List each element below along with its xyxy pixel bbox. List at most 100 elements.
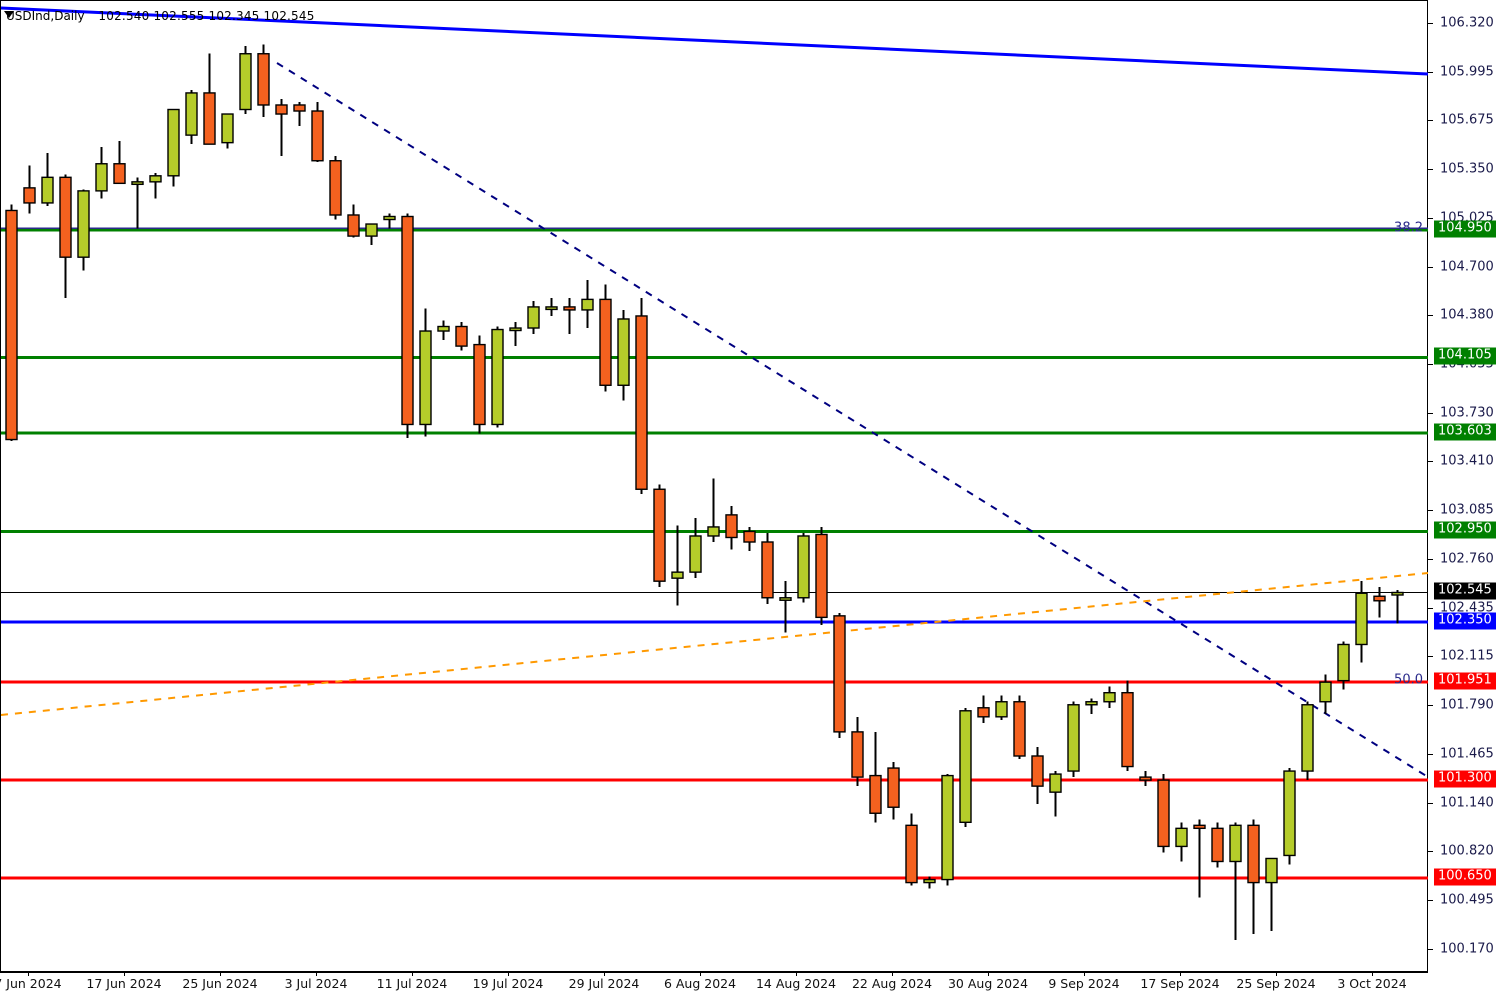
candlestick[interactable] bbox=[833, 612, 846, 738]
price-tag-104-105[interactable]: 104.105 bbox=[1434, 347, 1496, 365]
date-tick-mark bbox=[412, 972, 413, 976]
candlestick[interactable] bbox=[329, 156, 342, 220]
candlestick[interactable] bbox=[257, 44, 270, 118]
candlestick[interactable] bbox=[851, 716, 864, 787]
candlestick[interactable] bbox=[653, 484, 666, 588]
candlestick[interactable] bbox=[1139, 771, 1152, 787]
candlestick[interactable] bbox=[1265, 857, 1278, 931]
candlestick[interactable] bbox=[527, 300, 540, 335]
candlestick[interactable] bbox=[1283, 768, 1296, 865]
price-tag-101-951[interactable]: 101.951 bbox=[1434, 672, 1496, 690]
candlestick[interactable] bbox=[1373, 587, 1386, 618]
candlestick[interactable] bbox=[923, 876, 936, 889]
candlestick[interactable] bbox=[41, 153, 54, 206]
candlestick[interactable] bbox=[689, 517, 702, 579]
candlestick[interactable] bbox=[5, 204, 18, 442]
price-tag-102-545[interactable]: 102.545 bbox=[1434, 582, 1496, 600]
candlestick[interactable] bbox=[77, 189, 90, 271]
price-tag-100-650[interactable]: 100.650 bbox=[1434, 868, 1496, 886]
candlestick[interactable] bbox=[1355, 581, 1368, 663]
candlestick[interactable] bbox=[1157, 774, 1170, 853]
candlestick[interactable] bbox=[113, 141, 126, 185]
price-tag-101-300[interactable]: 101.300 bbox=[1434, 770, 1496, 788]
candlestick[interactable] bbox=[941, 774, 954, 886]
candlestick[interactable] bbox=[1013, 695, 1026, 760]
candlestick[interactable] bbox=[761, 532, 774, 604]
candlestick[interactable] bbox=[905, 813, 918, 886]
candlestick[interactable] bbox=[185, 89, 198, 145]
candlestick[interactable] bbox=[671, 525, 684, 606]
price-tick-label: 101.465 bbox=[1440, 746, 1494, 762]
candlestick[interactable] bbox=[1175, 822, 1188, 862]
candlestick[interactable] bbox=[1031, 746, 1044, 805]
candlestick[interactable] bbox=[581, 279, 594, 329]
price-tick-mark bbox=[1428, 705, 1433, 707]
candlestick[interactable] bbox=[419, 308, 432, 437]
price-tag-103-603[interactable]: 103.603 bbox=[1434, 423, 1496, 441]
candlestick[interactable] bbox=[293, 101, 306, 127]
candlestick[interactable] bbox=[707, 478, 720, 543]
candlestick[interactable] bbox=[1103, 686, 1116, 708]
price-plot-area[interactable]: 38.2 50.0 bbox=[0, 0, 1429, 973]
candlestick[interactable] bbox=[1301, 701, 1314, 781]
candlestick[interactable] bbox=[1211, 822, 1224, 868]
candlestick[interactable] bbox=[437, 320, 450, 341]
time-axis[interactable]: 7 Jun 2024 17 Jun 2024 25 Jun 2024 3 Jul 20… bbox=[0, 972, 1500, 1000]
candlestick[interactable] bbox=[473, 335, 486, 434]
candlestick[interactable] bbox=[563, 297, 576, 335]
candlestick[interactable] bbox=[1319, 674, 1332, 714]
candlestick[interactable] bbox=[1391, 590, 1404, 624]
candlestick[interactable] bbox=[977, 695, 990, 723]
candlestick[interactable] bbox=[635, 297, 648, 494]
candlestick[interactable] bbox=[365, 223, 378, 246]
candlestick[interactable] bbox=[455, 321, 468, 351]
candlestick[interactable] bbox=[797, 532, 810, 603]
candlestick[interactable] bbox=[1337, 641, 1350, 690]
candlestick[interactable] bbox=[149, 172, 162, 199]
candlestick[interactable] bbox=[167, 108, 180, 187]
price-tick-label: 104.380 bbox=[1440, 307, 1494, 323]
candlestick[interactable] bbox=[1049, 771, 1062, 817]
candlestick[interactable] bbox=[1121, 680, 1134, 772]
candlestick[interactable] bbox=[59, 174, 72, 298]
date-axis-label: 3 Oct 2024 bbox=[1337, 976, 1407, 991]
candlestick[interactable] bbox=[1085, 698, 1098, 714]
candlestick[interactable] bbox=[383, 213, 396, 229]
candlestick[interactable] bbox=[725, 505, 738, 550]
candlestick[interactable] bbox=[1193, 819, 1206, 898]
price-tag-102-350[interactable]: 102.350 bbox=[1434, 612, 1496, 630]
candlestick[interactable] bbox=[203, 53, 216, 145]
candlestick[interactable] bbox=[221, 113, 234, 149]
candlestick[interactable] bbox=[743, 526, 756, 552]
candlestick[interactable] bbox=[311, 101, 324, 163]
candlestick-series[interactable] bbox=[1, 1, 1429, 973]
candlestick[interactable] bbox=[509, 321, 522, 347]
price-axis[interactable]: 106.320 105.995 105.675 105.350 105.025 104.7… bbox=[1428, 0, 1500, 972]
price-tag-104-950[interactable]: 104.950 bbox=[1434, 220, 1496, 238]
candlestick[interactable] bbox=[347, 204, 360, 238]
candlestick[interactable] bbox=[1067, 701, 1080, 778]
candlestick[interactable] bbox=[1229, 822, 1242, 940]
candlestick[interactable] bbox=[1247, 819, 1260, 934]
candlestick[interactable] bbox=[23, 165, 36, 214]
candlestick[interactable] bbox=[815, 526, 828, 625]
triangle-down-icon[interactable] bbox=[4, 11, 14, 18]
candlestick[interactable] bbox=[545, 297, 558, 316]
candlestick[interactable] bbox=[401, 213, 414, 439]
candlestick[interactable] bbox=[869, 731, 882, 823]
candlestick[interactable] bbox=[887, 762, 900, 820]
candlestick[interactable] bbox=[599, 284, 612, 392]
candlestick[interactable] bbox=[239, 46, 252, 115]
candlestick[interactable] bbox=[995, 695, 1008, 720]
trendline-orange-dashed-uptrend[interactable] bbox=[0, 572, 1429, 716]
trendline-navy-dashed-downtrend[interactable] bbox=[276, 62, 1429, 778]
candlestick[interactable] bbox=[617, 309, 630, 401]
candlestick[interactable] bbox=[779, 581, 792, 633]
candlestick[interactable] bbox=[491, 326, 504, 428]
price-tag-102-950[interactable]: 102.950 bbox=[1434, 521, 1496, 539]
candlestick[interactable] bbox=[275, 98, 288, 157]
candlestick[interactable] bbox=[131, 177, 144, 229]
candlestick[interactable] bbox=[95, 147, 108, 199]
trendline-upper-blue-downtrend[interactable] bbox=[0, 6, 1429, 76]
candlestick[interactable] bbox=[959, 707, 972, 827]
